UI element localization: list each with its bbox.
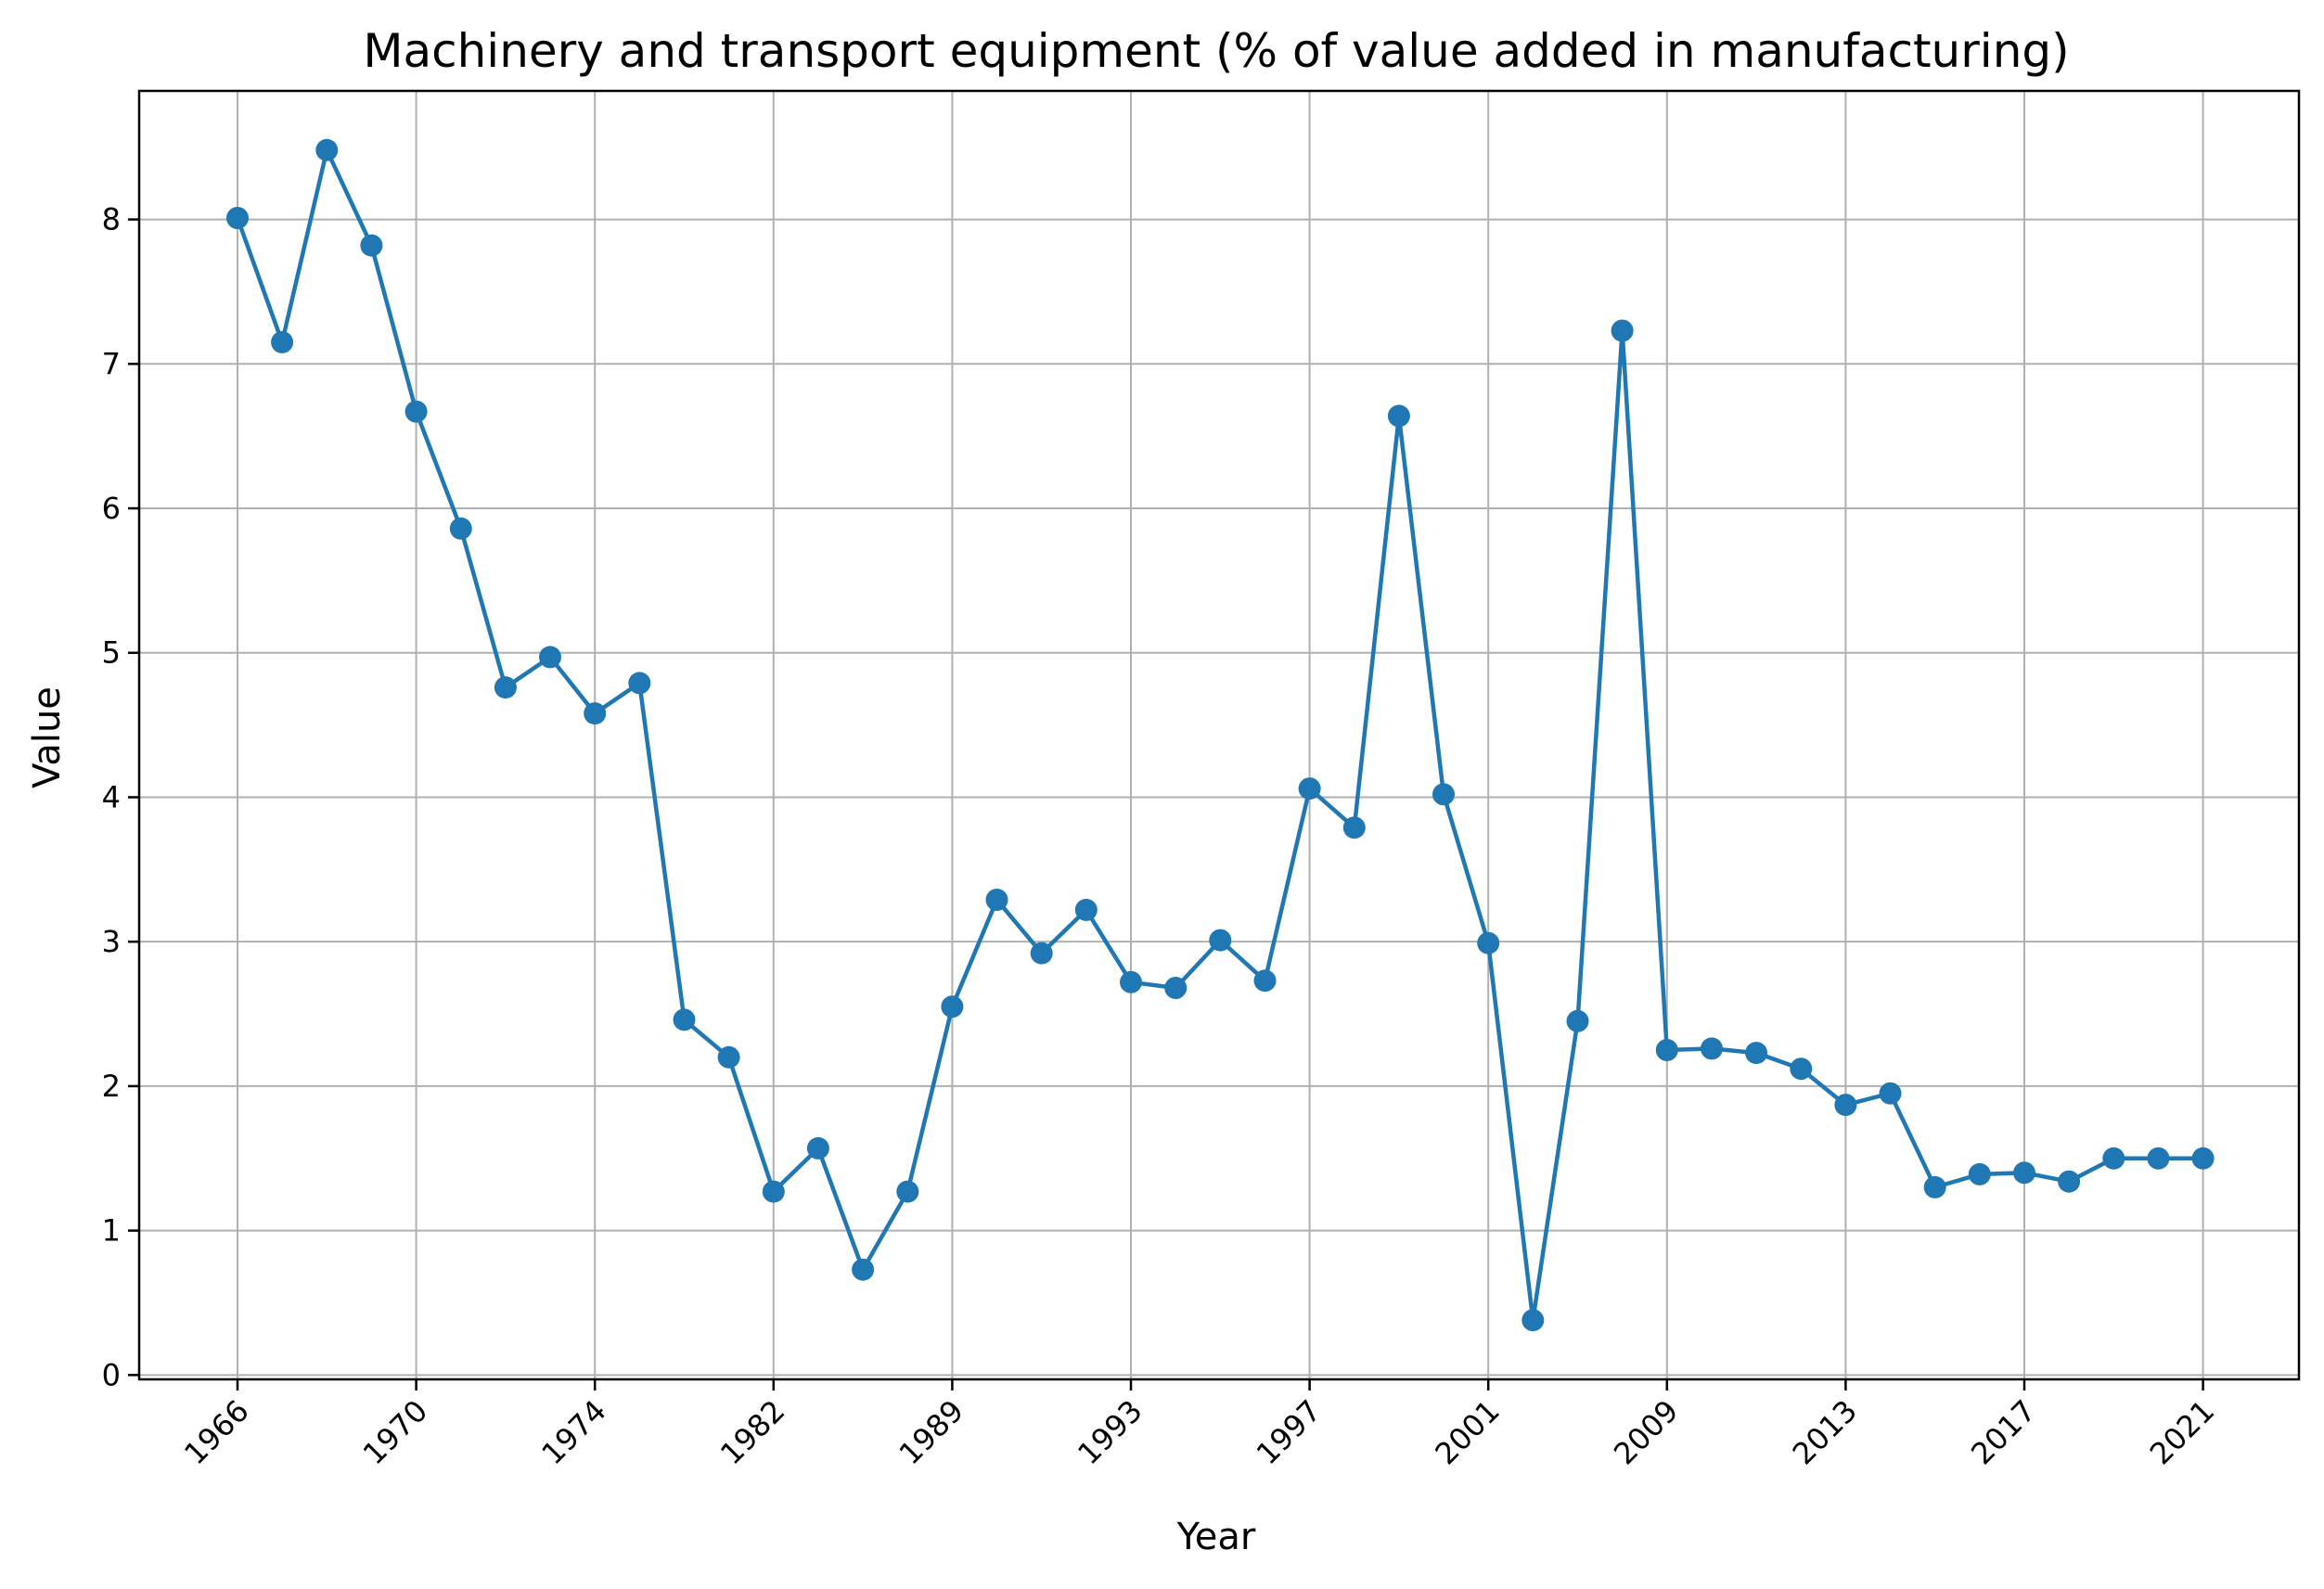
data-point — [584, 702, 607, 725]
y-axis-label: Value — [26, 686, 69, 788]
x-tick-label: 2013 — [1786, 1393, 1864, 1471]
grid-lines — [139, 91, 2299, 1379]
y-axis: 0 1 2 3 4 5 6 7 8 — [102, 202, 139, 1392]
data-point — [1522, 1309, 1545, 1332]
y-tick-label: 2 — [102, 1069, 121, 1104]
x-tick-label: 1989 — [892, 1393, 970, 1471]
data-point — [1923, 1175, 1946, 1198]
y-tick-label: 4 — [102, 779, 121, 814]
data-point — [2147, 1147, 2170, 1170]
x-tick-label: 2017 — [1964, 1393, 2042, 1471]
data-point — [1342, 816, 1366, 839]
y-tick-label: 3 — [102, 924, 121, 959]
data-point — [315, 138, 339, 161]
data-point — [2191, 1147, 2215, 1170]
data-point — [1655, 1039, 1678, 1061]
data-point — [1566, 1009, 1589, 1032]
data-point — [1968, 1162, 1991, 1185]
data-point — [985, 889, 1008, 911]
data-point — [1790, 1057, 1813, 1081]
x-axis-label: Year — [1176, 1516, 1256, 1558]
x-tick-label: 1982 — [713, 1393, 791, 1471]
data-point — [1834, 1094, 1857, 1117]
data-point — [2102, 1147, 2125, 1170]
y-tick-label: 1 — [102, 1213, 121, 1249]
data-point — [1387, 404, 1410, 428]
plot-frame — [137, 89, 2301, 1381]
data-point — [852, 1258, 875, 1281]
y-tick-label: 8 — [102, 202, 121, 237]
x-tick-label: 1997 — [1250, 1393, 1328, 1471]
data-point — [806, 1136, 829, 1160]
y-tick-label: 0 — [102, 1357, 121, 1392]
data-point — [1209, 929, 1232, 952]
x-axis: 1966 1970 1974 1982 1989 1993 1997 2001 2009 2013… — [177, 1379, 2221, 1471]
data-point — [1701, 1037, 1723, 1060]
data-point — [226, 207, 249, 229]
data-point — [1611, 319, 1634, 342]
data-point — [1432, 783, 1455, 806]
data-point — [1030, 942, 1053, 965]
data-point — [1745, 1042, 1768, 1065]
data-point — [717, 1045, 740, 1069]
data-point — [1120, 970, 1142, 993]
data-point — [896, 1180, 919, 1203]
series-group — [226, 138, 2215, 1332]
x-tick-label: 2021 — [2143, 1393, 2221, 1471]
data-point — [762, 1180, 785, 1203]
data-point — [1253, 969, 1277, 993]
data-point — [1298, 777, 1321, 801]
data-point — [494, 676, 517, 699]
data-point — [628, 672, 651, 695]
x-tick-label: 1993 — [1071, 1393, 1149, 1471]
data-point — [1164, 977, 1188, 999]
data-point — [404, 400, 428, 423]
data-point — [1879, 1082, 1902, 1105]
series-line — [235, 147, 2203, 1323]
data-point — [360, 234, 383, 257]
chart-title: Machinery and transport equipment (% of … — [363, 24, 2069, 78]
y-tick-label: 6 — [102, 491, 121, 526]
data-point — [2013, 1161, 2035, 1185]
x-tick-label: 2009 — [1607, 1393, 1685, 1471]
x-tick-label: 2001 — [1428, 1393, 1506, 1471]
y-tick-label: 5 — [102, 635, 121, 671]
data-point — [941, 995, 964, 1019]
data-point — [539, 646, 561, 669]
data-point — [449, 517, 472, 540]
data-point — [271, 330, 294, 353]
x-tick-label: 1966 — [177, 1393, 255, 1471]
data-point — [673, 1008, 696, 1032]
data-point — [1074, 898, 1098, 921]
data-point — [2058, 1170, 2081, 1193]
x-tick-label: 1970 — [356, 1393, 434, 1471]
x-tick-label: 1974 — [534, 1393, 612, 1471]
y-tick-label: 7 — [102, 346, 121, 381]
data-point — [1477, 931, 1500, 955]
